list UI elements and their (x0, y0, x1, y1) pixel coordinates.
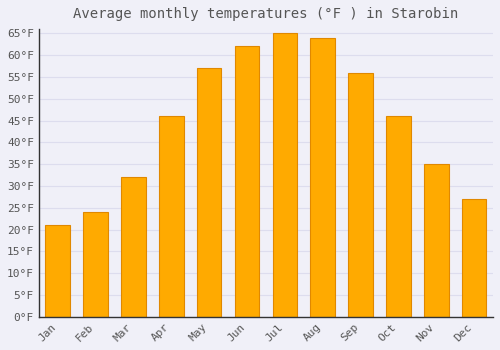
Bar (46, 225, 70, 317)
Bar (310, 38, 335, 317)
Bar (234, 47, 260, 317)
Bar (121, 177, 146, 317)
Bar (348, 73, 373, 317)
Title: Average monthly temperatures (°F ) in Starobin: Average monthly temperatures (°F ) in St… (74, 7, 458, 21)
Bar (424, 164, 448, 317)
Bar (159, 116, 184, 317)
Bar (272, 33, 297, 317)
Bar (386, 116, 410, 317)
Bar (84, 212, 108, 317)
Bar (197, 68, 222, 317)
Bar (462, 199, 486, 317)
